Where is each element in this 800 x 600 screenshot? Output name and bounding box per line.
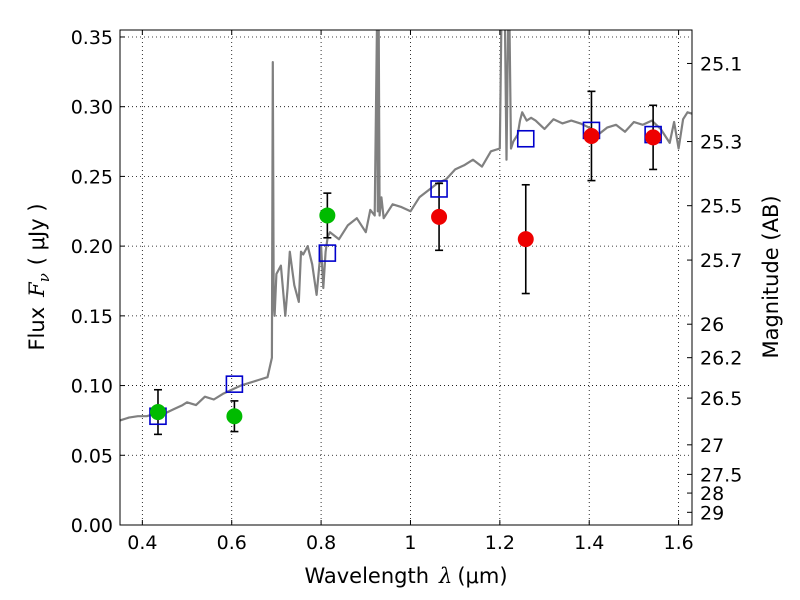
magnitude-tick-label: 27.5 [700,464,742,486]
magnitude-tick-label: 25.5 [700,196,742,218]
y-tick-label: 0.20 [71,236,113,258]
magnitude-tick-label: 26.2 [700,348,742,370]
y-tick-label: 0.00 [71,515,113,537]
spectrum-line [120,30,692,422]
x-axis: 0.4 0.6 0.8 1 1.2 1.4 1.6 [127,30,694,554]
y-tick-label: 0.30 [71,97,113,119]
photometry-point [226,408,243,425]
y-tick-label: 0.25 [71,166,113,188]
photometry-point [431,208,448,225]
magnitude-tick-label: 29 [700,502,724,524]
y-axis-label-right: Magnitude (AB) [759,195,783,358]
magnitude-tick-label: 26.5 [700,388,742,410]
model-photometry-square [430,180,448,198]
y-axis-left: 0.00 0.05 0.10 0.15 0.20 0.25 0.30 0.35 [71,27,125,537]
x-tick-label: 0.6 [217,532,247,554]
photometry-point [583,127,600,144]
y-tick-label: 0.10 [71,376,113,398]
photometry-point [149,404,166,421]
model-photometry-square [318,244,337,262]
x-tick-label: 1.2 [485,532,515,554]
photometry-point [319,207,336,224]
model-photometry-square [516,129,535,148]
magnitude-tick-label: 28 [700,483,724,505]
model-photometry-markers [149,121,662,426]
spectrum-layer [120,30,692,422]
error-bars [153,90,658,436]
photometry-point [517,231,534,248]
observed-photometry-markers [149,127,662,425]
x-tick-label: 0.8 [306,532,336,554]
y-axis-label-left: FluxFν( μJy ) [25,203,53,350]
x-axis-label: Wavelength λ (μm) [304,564,507,588]
x-tick-label: 0.4 [127,532,157,554]
y-tick-label: 0.15 [71,306,113,328]
photometry-point [645,129,662,146]
y-tick-label: 0.05 [71,445,113,467]
magnitude-tick-label: 27 [700,435,724,457]
model-photometry-square [225,375,244,393]
grid [120,30,692,526]
x-tick-label: 1 [404,532,416,554]
y-tick-label: 0.35 [71,27,113,49]
magnitude-tick-label: 25.7 [700,250,742,272]
plot-frame [119,29,693,526]
magnitude-tick-label: 25.3 [700,132,742,154]
magnitude-tick-label: 25.1 [700,53,742,75]
x-tick-label: 1.6 [663,532,693,554]
x-tick-label: 1.4 [574,532,604,554]
magnitude-tick-label: 26 [700,314,724,336]
